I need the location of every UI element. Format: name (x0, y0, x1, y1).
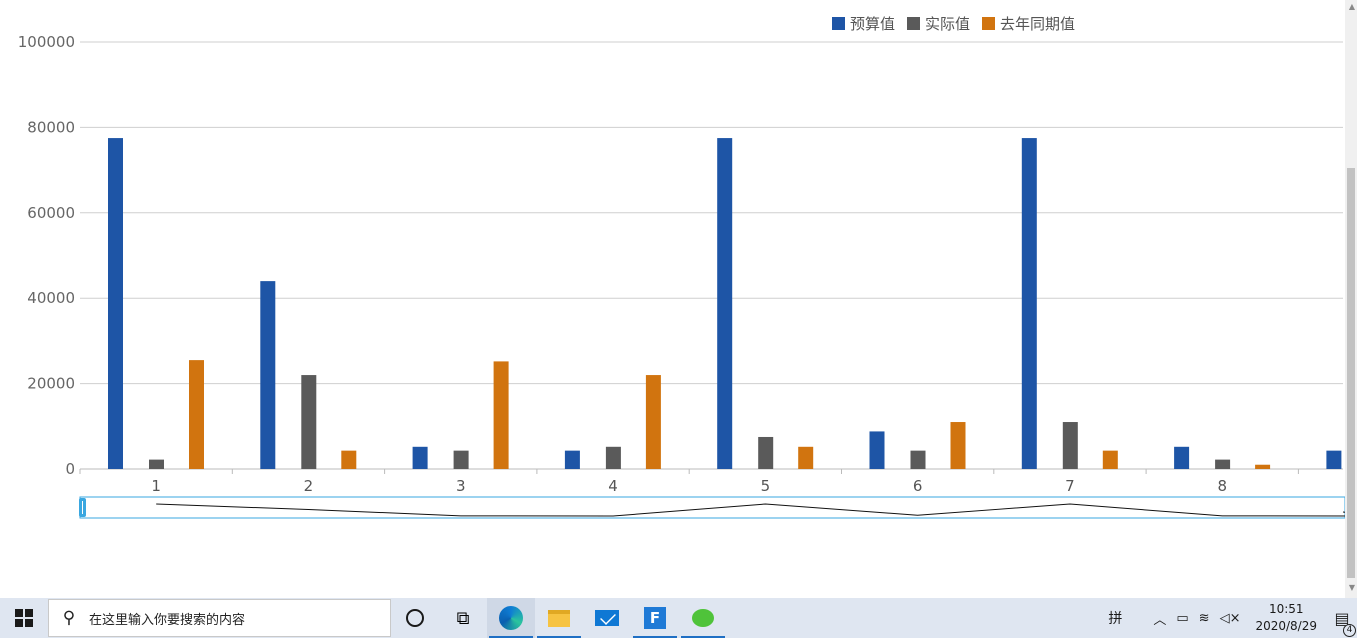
scroll-up-icon[interactable]: ▲ (1348, 2, 1355, 11)
search-icon: ⚲ (62, 608, 76, 628)
battery-icon[interactable]: ▭ (1176, 610, 1189, 626)
cortana-button[interactable] (391, 598, 439, 638)
wechat-icon (692, 609, 714, 627)
datazoom-trend-line (156, 503, 1357, 517)
chart-area: 020000400006000080000100000123456789 预算值… (18, 0, 1357, 598)
bar-1-3[interactable] (605, 446, 621, 469)
bar-0-0[interactable] (108, 138, 123, 469)
legend-label-last-year: 去年同期值 (1000, 15, 1076, 33)
taskbar: ⚲ 在这里输入你要搜索的内容 ⧉ F 拼 ︿ ▭ ≋ ◁× 10:51 2020… (0, 598, 1357, 638)
bar-2-0[interactable] (189, 360, 204, 469)
volume-mute-icon[interactable]: ◁× (1219, 610, 1241, 626)
wifi-icon[interactable]: ≋ (1198, 610, 1210, 626)
datazoom-slider[interactable] (79, 496, 1346, 519)
legend-swatch-actual (907, 17, 921, 30)
legend: 预算值 实际值 去年同期值 (832, 13, 1075, 34)
bar-2-2[interactable] (493, 361, 509, 469)
x-tick-label: 1 (151, 477, 161, 495)
start-button[interactable] (0, 598, 48, 638)
page-scrollbar[interactable]: ▲ ▼ (1345, 0, 1357, 598)
bar-1-0[interactable] (149, 459, 164, 469)
notification-center-button[interactable]: ▤ 4 (1327, 608, 1357, 637)
x-tick-label: 4 (608, 477, 618, 495)
bar-2-4[interactable] (798, 446, 814, 469)
bar-1-6[interactable] (1062, 422, 1078, 469)
x-tick-label: 8 (1217, 477, 1227, 495)
edge-icon (499, 606, 523, 630)
x-tick-label: 7 (1065, 477, 1075, 495)
y-tick-label: 20000 (27, 375, 75, 393)
bar-1-4[interactable] (758, 436, 774, 469)
bar-1-2[interactable] (453, 450, 469, 469)
taskbar-mail[interactable] (583, 598, 631, 638)
search-placeholder: 在这里输入你要搜索的内容 (89, 612, 246, 628)
legend-item-actual[interactable]: 实际值 (907, 13, 970, 34)
y-tick-label: 60000 (27, 204, 75, 222)
chevron-up-icon[interactable]: ︿ (1153, 612, 1167, 628)
x-tick-label: 3 (456, 477, 466, 495)
y-tick-label: 0 (65, 460, 75, 478)
x-tick-label: 2 (304, 477, 314, 495)
bar-2-1[interactable] (341, 450, 357, 469)
notification-count: 4 (1343, 623, 1356, 637)
bar-0-4[interactable] (717, 138, 733, 469)
bar-2-5[interactable] (950, 422, 966, 469)
taskbar-search-box[interactable]: ⚲ 在这里输入你要搜索的内容 (48, 599, 391, 637)
system-tray: 拼 ︿ ▭ ≋ ◁× 10:51 2020/8/29 ▤ 4 (1098, 598, 1357, 638)
ime-indicator[interactable]: 拼 (1108, 611, 1123, 627)
app-icon: F (644, 607, 666, 629)
taskbar-wechat[interactable] (679, 598, 727, 638)
x-tick-label: 6 (913, 477, 923, 495)
mail-icon (595, 610, 619, 626)
file-explorer-icon (548, 609, 570, 627)
bar-2-6[interactable] (1102, 450, 1118, 469)
bar-0-5[interactable] (869, 431, 885, 469)
clock-date: 2020/8/29 (1255, 619, 1317, 633)
y-tick-label: 100000 (18, 33, 75, 51)
bar-0-1[interactable] (260, 281, 276, 469)
bar-0-2[interactable] (412, 446, 428, 469)
legend-label-actual: 实际值 (925, 15, 971, 33)
bars-group (108, 138, 1342, 469)
legend-label-budget: 预算值 (850, 15, 896, 33)
clock-time: 10:51 (1268, 602, 1304, 616)
scrollbar-thumb[interactable] (1347, 168, 1355, 578)
legend-item-last-year[interactable]: 去年同期值 (982, 13, 1075, 34)
bar-chart: 020000400006000080000100000123456789 (18, 33, 1357, 519)
task-view-icon: ⧉ (456, 607, 470, 629)
bar-1-1[interactable] (301, 375, 317, 469)
legend-swatch-budget (832, 17, 845, 30)
notification-icon: ▤ (1334, 608, 1350, 628)
taskbar-file-explorer[interactable] (535, 598, 583, 638)
bar-0-8[interactable] (1326, 450, 1342, 469)
bar-0-7[interactable] (1174, 446, 1190, 469)
y-tick-label: 80000 (27, 118, 75, 136)
bar-0-6[interactable] (1021, 138, 1037, 469)
cortana-icon (406, 609, 424, 627)
clock[interactable]: 10:51 2020/8/29 (1245, 601, 1327, 635)
scroll-down-icon[interactable]: ▼ (1348, 583, 1355, 592)
bar-0-3[interactable] (564, 450, 580, 469)
x-tick-label: 5 (761, 477, 771, 495)
bar-2-7[interactable] (1255, 464, 1271, 469)
windows-start-icon (15, 609, 33, 627)
task-view-button[interactable]: ⧉ (439, 598, 487, 638)
legend-swatch-last-year (982, 17, 996, 30)
bar-1-5[interactable] (910, 450, 926, 469)
bar-1-7[interactable] (1215, 459, 1231, 469)
legend-item-budget[interactable]: 预算值 (832, 13, 895, 34)
taskbar-edge[interactable] (487, 598, 535, 638)
taskbar-app[interactable]: F (631, 598, 679, 638)
y-tick-label: 40000 (27, 289, 75, 307)
bar-2-3[interactable] (645, 375, 661, 469)
